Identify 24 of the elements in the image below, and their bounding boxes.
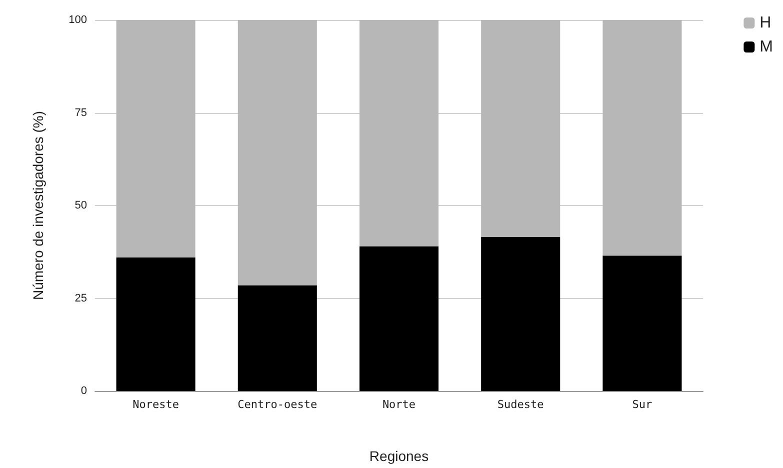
x-tick-label: Noreste xyxy=(132,398,179,411)
x-tick-label: Sudeste xyxy=(497,398,544,411)
y-tick-label: 0 xyxy=(80,385,87,397)
legend-label: H xyxy=(760,14,772,32)
bar xyxy=(481,20,560,238)
bar xyxy=(602,256,682,391)
legend-label: M xyxy=(760,38,773,56)
bar xyxy=(481,237,560,391)
y-tick-label: 50 xyxy=(74,200,87,212)
y-tick-label: 100 xyxy=(68,14,87,26)
x-axis-title: Regiones xyxy=(369,448,429,464)
y-axis-title: Número de investigadores (%) xyxy=(30,110,46,300)
bar xyxy=(116,20,196,258)
bar xyxy=(238,20,317,286)
y-tick-label: 25 xyxy=(74,292,87,304)
bar xyxy=(602,20,682,256)
y-tick-label: 75 xyxy=(74,106,87,119)
bar xyxy=(238,285,317,391)
x-tick-label: Norte xyxy=(382,398,416,411)
x-tick-label: Sur xyxy=(632,398,653,411)
bar xyxy=(116,257,196,391)
x-tick-label: Centro-oeste xyxy=(238,398,318,411)
bar xyxy=(359,246,439,391)
bar xyxy=(359,20,439,246)
